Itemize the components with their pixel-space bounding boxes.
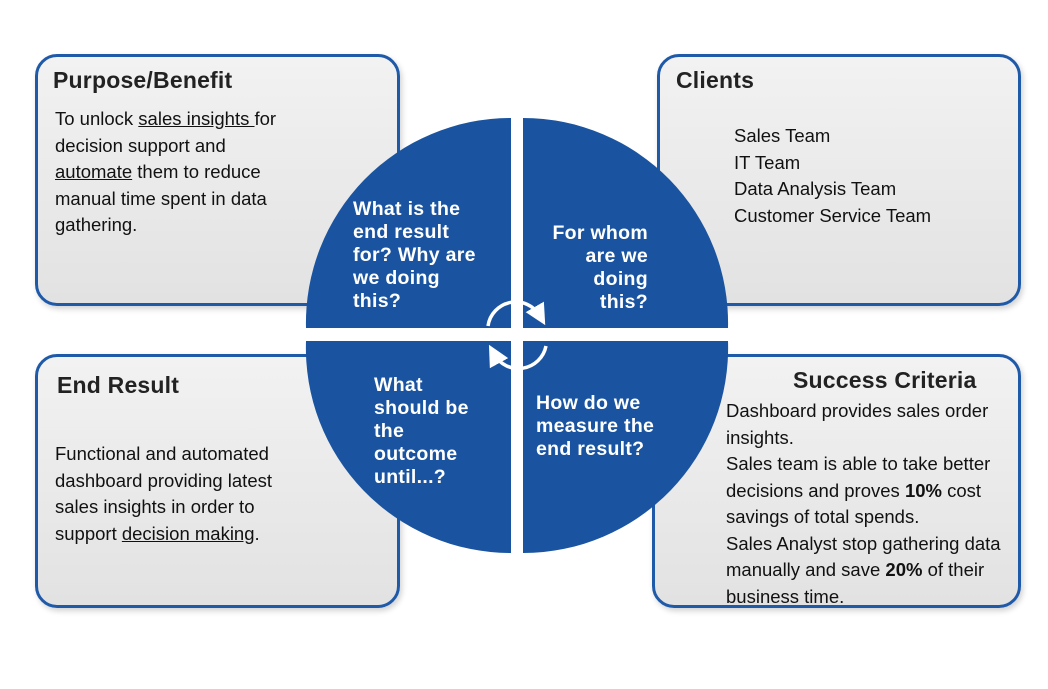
purpose-text: for [254,108,277,129]
success-line: of their [922,559,985,580]
quadrant-line: this? [599,291,648,313]
quadrant-line: are we [585,245,648,267]
purpose-text: To unlock [55,108,139,129]
success-line: Sales team is able to take better [726,453,991,474]
purpose-benefit-text: To unlock sales insights for decision su… [55,106,276,239]
success-line: cost [941,479,982,501]
quadrant-line: How do we [536,392,641,414]
end-result-text: Functional and automated dashboard provi… [55,441,272,547]
end-result-title: End Result [57,372,180,398]
success-criteria-box: Success Criteria Dashboard provides sale… [652,354,1021,608]
client-item: Customer Service Team [734,204,932,226]
cycle-arrow-icon [486,300,548,371]
purpose-text: decision support and [55,134,226,156]
purpose-text: manual time spent in data [55,187,267,209]
end-result-line: . [254,522,260,544]
clients-list: Sales Team IT Team Data Analysis Team Cu… [734,123,931,229]
sales-insights-link: sales insights [138,108,255,129]
quadrant-text-top-left: What is the end result for? Why are we d… [353,198,476,313]
quadrant-line: for? Why are [353,244,476,266]
quadrant-line: What is the [353,198,461,220]
success-line: decisions and proves [726,479,905,501]
quadrant-top-right [523,117,729,328]
quadrant-line: outcome [374,443,458,465]
end-result-line: dashboard providing latest [55,469,273,491]
success-line: insights. [726,426,794,448]
end-result-line: Functional and automated [55,443,269,464]
quadrant-line: What [374,374,423,396]
success-line: Sales Analyst stop gathering data [726,532,1001,554]
quadrant-line: end result? [536,438,645,460]
success-criteria-text: Dashboard provides sales order insights.… [726,398,1001,610]
automate-link: automate [55,161,133,182]
success-line: savings of total spends. [726,506,920,527]
quadrants-group [305,117,729,554]
quadrant-line: this? [353,290,402,312]
success-line: manually and save [726,559,886,580]
quadrant-line: we doing [353,267,440,289]
quadrant-line: the [374,420,405,442]
end-result-line: sales insights in order to [55,496,255,517]
quadrant-top-left [305,118,511,328]
purpose-text: gathering. [55,214,138,235]
purpose-benefit-title: Purpose/Benefit [53,67,233,93]
quadrant-text-bottom-right: How do we measure the end result? [536,392,654,461]
clients-title: Clients [676,67,755,93]
client-item: Data Analysis Team [734,178,897,199]
quadrant-bottom-right [523,341,729,554]
quadrant-text-top-right: For whom are we doing this? [530,222,648,314]
time-saved-percent: 20% [885,559,923,580]
quadrant-line: end result [353,221,450,243]
quadrant-line: should be [374,397,469,419]
quadrant-line: until...? [374,466,447,488]
success-line: Dashboard provides sales order [726,400,989,421]
success-line: business time. [726,585,845,607]
client-item: Sales Team [734,125,831,146]
quadrant-line: doing [593,268,648,290]
quadrant-text-bottom-left: What should be the outcome until...? [374,374,469,489]
savings-percent: 10% [904,479,942,501]
success-criteria-title: Success Criteria [793,367,977,393]
purpose-benefit-box: Purpose/Benefit To unlock sales insights… [35,54,400,306]
quadrant-line: measure the [536,415,655,437]
client-item: IT Team [734,151,801,173]
end-result-line: support [55,522,122,544]
quadrant-bottom-left [305,341,511,553]
purpose-text: them to reduce [132,161,261,182]
decision-making-link: decision making [121,522,255,544]
quadrant-line: For whom [552,222,648,244]
